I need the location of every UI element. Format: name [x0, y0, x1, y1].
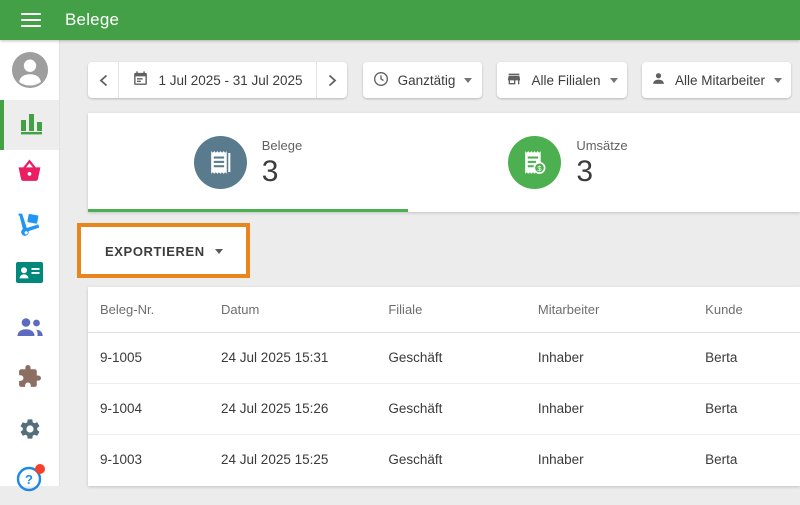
app-header: Belege: [0, 0, 800, 40]
export-button-label: EXPORTIEREN: [105, 243, 205, 259]
svg-text:?: ?: [25, 472, 33, 487]
date-range-picker: 1 Jul 2025 - 31 Jul 2025: [88, 62, 347, 98]
column-header-filiale: Filiale: [376, 287, 526, 333]
column-header-beleg-nr: Beleg-Nr.: [88, 287, 210, 333]
cell-datum: 24 Jul 2025 15:26: [209, 382, 377, 434]
cell-beleg-nr: 9-1003: [88, 433, 210, 485]
tab-belege[interactable]: Belege 3: [88, 113, 408, 212]
time-filter-dropdown[interactable]: Ganztätig: [363, 62, 482, 98]
sidebar-item-customers[interactable]: [0, 250, 59, 300]
cell-kunde: Berta: [693, 382, 800, 434]
menu-icon[interactable]: [21, 13, 41, 27]
receipt-dollar-icon: $: [508, 136, 562, 189]
cell-filiale: Geschäft: [388, 350, 443, 365]
staff-filter-dropdown[interactable]: Alle Mitarbeiter: [642, 62, 791, 98]
divider: [118, 62, 119, 98]
avatar-icon: [11, 51, 49, 94]
person-icon: [651, 71, 666, 89]
svg-text:$: $: [538, 164, 543, 173]
receipts-table-card: Beleg-Nr. Datum Filiale Mitarbeiter Kund…: [88, 287, 800, 486]
cell-mitarbeiter: Inhaber: [525, 433, 694, 485]
basket-icon: [17, 159, 42, 187]
chevron-down-icon: [214, 248, 223, 254]
column-header-kunde: Kunde: [693, 287, 800, 333]
cell-mitarbeiter: Inhaber: [525, 382, 694, 434]
receipt-icon: [193, 136, 247, 189]
table-row[interactable]: 9-1003 24 Jul 2025 15:25 Geschäft Inhabe…: [88, 433, 800, 485]
sidebar-item-employees[interactable]: [0, 305, 59, 355]
calendar-icon: [132, 70, 149, 90]
cell-filiale: Geschäft: [376, 382, 526, 434]
date-range-label: 1 Jul 2025 - 31 Jul 2025: [158, 72, 303, 88]
tab-count: 3: [576, 154, 594, 188]
chevron-down-icon: [464, 77, 473, 83]
divider: [316, 62, 317, 98]
bar-chart-icon: [19, 111, 45, 140]
sidebar-item-settings[interactable]: [0, 406, 59, 456]
export-button[interactable]: EXPORTIEREN: [105, 236, 223, 266]
column-header-mitarbeiter: Mitarbeiter: [525, 287, 694, 333]
chevron-down-icon: [609, 77, 618, 83]
tab-count: 3: [261, 154, 279, 188]
sidebar-item-items[interactable]: [0, 148, 59, 198]
next-period-button[interactable]: [317, 62, 347, 98]
branch-filter-dropdown[interactable]: Alle Filialen: [497, 62, 627, 98]
time-filter-label: Ganztätig: [397, 72, 456, 88]
puzzle-icon: [17, 364, 42, 394]
tab-label: Belege: [261, 137, 303, 153]
cell-filiale: Geschäft: [376, 433, 526, 485]
gear-icon: [18, 417, 42, 446]
cell-kunde: Berta: [705, 350, 738, 365]
table-row[interactable]: 9-1005 24 Jul 2025 15:31 Geschäft Inhabe…: [88, 332, 800, 383]
tab-umsaetze[interactable]: $ Umsätze 3: [408, 113, 728, 212]
store-icon: [506, 71, 522, 90]
receipts-table: Beleg-Nr. Datum Filiale Mitarbeiter Kund…: [88, 287, 800, 485]
date-range-button[interactable]: 1 Jul 2025 - 31 Jul 2025: [119, 62, 316, 98]
notification-badge: [35, 464, 45, 474]
chevron-down-icon: [774, 77, 783, 83]
tab-label: Umsätze: [576, 137, 628, 153]
cell-beleg-nr: 9-1004: [88, 382, 210, 434]
cell-datum: 24 Jul 2025 15:25: [209, 433, 377, 485]
clock-icon: [373, 71, 389, 90]
column-header-datum: Datum: [209, 287, 377, 333]
table-row[interactable]: 9-1004 24 Jul 2025 15:26 Geschäft Inhabe…: [88, 382, 800, 434]
contact-card-icon: [16, 262, 43, 288]
summary-tabs-card: Belege 3 $ Umsätze 3: [88, 113, 800, 212]
sidebar-item-apps[interactable]: [0, 354, 59, 404]
cell-kunde: Berta: [693, 433, 800, 485]
sidebar-item-account[interactable]: [0, 50, 59, 94]
cell-beleg-nr: 9-1005: [100, 350, 143, 365]
sidebar: ?: [0, 40, 60, 491]
cell-mitarbeiter: Inhaber: [537, 350, 584, 365]
table-header-row: Beleg-Nr. Datum Filiale Mitarbeiter Kund…: [88, 287, 800, 333]
staff-filter-label: Alle Mitarbeiter: [674, 72, 766, 88]
sidebar-item-inventory[interactable]: [0, 202, 59, 252]
people-icon: [16, 317, 44, 343]
sidebar-item-help[interactable]: ?: [0, 455, 59, 505]
sidebar-item-reports[interactable]: [0, 100, 59, 150]
prev-period-button[interactable]: [88, 62, 118, 98]
hand-truck-icon: [17, 212, 42, 242]
cell-datum: 24 Jul 2025 15:31: [221, 350, 329, 365]
branch-filter-label: Alle Filialen: [531, 72, 601, 88]
page-title: Belege: [65, 10, 120, 29]
